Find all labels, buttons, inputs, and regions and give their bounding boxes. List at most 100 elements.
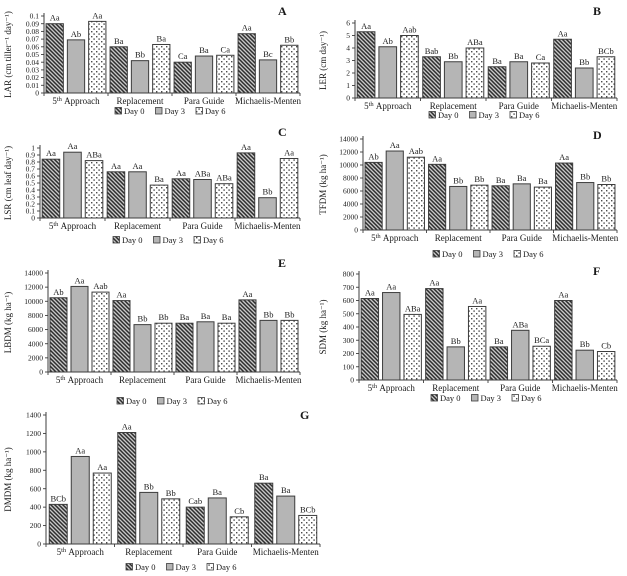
legend-swatch-day0 [125, 563, 133, 571]
y-tick-label: 400 [343, 323, 355, 332]
chart-panel-D: 0 2000 4000 6000 8000 10000 12000 14000 TFDM (kg… [318, 128, 619, 259]
bar-day6-michaelis-menten [597, 184, 616, 231]
y-tick-label: 0.2 [26, 200, 36, 209]
legend-swatch-day6 [195, 107, 203, 115]
y-tick-label: 2000 [28, 353, 43, 362]
significance-letter: Aa [390, 140, 400, 150]
bar-day0-5th-approach [41, 158, 61, 219]
y-axis-title: TFDM (kg ha⁻¹) [318, 154, 328, 214]
legend-swatch-day3 [155, 107, 163, 115]
significance-letter: ABa [512, 319, 528, 329]
bar-day3-michaelis-menten [259, 319, 278, 373]
chart-panel-C: 00.10.20.30.40.50.60.70.80.91 LSR (cm lea… [3, 125, 301, 245]
significance-letter: Ba [222, 312, 232, 322]
significance-letter: Aab [402, 25, 416, 35]
bar-day0-5th-approach [48, 503, 68, 545]
significance-letter: Cb [234, 506, 244, 516]
significance-letter: Aa [429, 278, 439, 288]
y-tick-label: 0.09 [26, 19, 39, 28]
significance-letter: Aa [284, 148, 294, 158]
y-tick-label: 1 [346, 81, 350, 90]
legend-label: Day 6 [203, 235, 224, 245]
significance-letter: Aa [472, 295, 482, 305]
legend-label: Day 3 [479, 110, 500, 120]
y-tick-label: 1200 [26, 429, 41, 438]
panel-letter-F: F [593, 264, 600, 278]
x-category-label: Michaelis-Menten [253, 547, 319, 557]
y-tick-labels: 0 2000 4000 6000 8000 10000 12000 14000 [24, 269, 48, 377]
x-category-label: Michaelis-Menten [235, 221, 301, 231]
significance-letter: Cab [188, 496, 202, 506]
legend-label: Day 3 [483, 249, 504, 259]
bar-day0-para-guide [487, 66, 507, 99]
legend-label: Day 0 [135, 562, 156, 572]
significance-letter: Ba [154, 174, 164, 184]
bar-day6-para-guide [533, 186, 552, 231]
bar-day0-michaelis-menten [553, 38, 572, 99]
y-axis-title: DMDM (kg ha⁻¹) [3, 447, 13, 511]
significance-letter: BCb [50, 493, 66, 503]
legend-swatch-day3 [157, 397, 165, 405]
x-category-label: 5th Approach [52, 96, 100, 106]
legend-label: Day 0 [124, 106, 145, 116]
y-tick-label: 0.5 [26, 179, 36, 188]
legend: Day 0 Day 3 Day 6 [114, 106, 226, 116]
significance-letter: Ba [213, 487, 223, 497]
y-tick-label: 0.01 [26, 81, 39, 90]
y-tick-label: 1400 [26, 411, 41, 420]
bar-day6-replacement [467, 305, 487, 381]
significance-letter: Aa [386, 282, 396, 292]
x-category-label: 5th Approach [364, 101, 412, 111]
x-category-label: Replacement [117, 96, 164, 106]
y-tick-label: 8000 [343, 174, 358, 183]
x-category-label: Replacement [114, 221, 161, 231]
x-category-label: Para Guide [197, 547, 237, 557]
y-tick-labels: 0 2000 4000 6000 8000 10000 12000 14000 [339, 135, 363, 235]
bar-day0-replacement [112, 300, 131, 373]
legend-label: Day 3 [165, 106, 186, 116]
significance-letter: Bb [138, 314, 148, 324]
significance-letter: Ab [368, 151, 378, 161]
bar-day6-5th-approach [403, 313, 422, 381]
x-category-label: 5th Approach [49, 221, 97, 231]
bar-day0-para-guide [185, 506, 205, 545]
bar-day3-para-guide [511, 329, 530, 381]
legend-label: Day 6 [207, 396, 228, 406]
legend-swatch-day6 [197, 397, 205, 405]
panel-letter-G: G [300, 408, 309, 422]
bar-day0-para-guide [491, 185, 510, 231]
legend-label: Day 3 [163, 235, 184, 245]
y-axis-title: LAR (cm tiller⁻¹ day⁻¹) [3, 11, 13, 98]
legend-label: Day 6 [519, 110, 540, 120]
chart-panel-E: 0 2000 4000 6000 8000 10000 12000 14000 LBDM (kg… [3, 256, 302, 406]
significance-letter: Aa [242, 23, 252, 33]
chart-panel-B: 0 1 2 3 4 5 6 LER (cm day⁻¹) Aa Ab Aab 5th Approach… [318, 4, 618, 120]
significance-letter: Bb [601, 174, 611, 184]
significance-letter: Ca [221, 44, 231, 54]
significance-letter: Bb [580, 339, 590, 349]
legend-swatch-day0 [112, 236, 120, 244]
bar-day0-replacement [109, 46, 128, 94]
bar-day6-michaelis-menten [298, 514, 318, 545]
legend-swatch-day3 [473, 250, 481, 258]
y-tick-labels: 0 1 2 3 4 5 6 [346, 19, 355, 103]
significance-letter: Ba [492, 56, 502, 66]
y-tick-label: 12000 [339, 148, 358, 157]
significance-letter: Aa [559, 152, 569, 162]
y-tick-label: 2000 [343, 213, 358, 222]
significance-letter: Aa [97, 462, 107, 472]
significance-letter: Bb [448, 51, 458, 61]
significance-letter: Aa [92, 10, 102, 20]
y-tick-label: 3 [346, 56, 350, 65]
y-tick-label: 0 [37, 540, 41, 549]
bar-day3-michaelis-menten [276, 495, 296, 545]
bar-day6-replacement [154, 322, 173, 373]
significance-letter: Ba [157, 33, 167, 43]
bar-day3-replacement [443, 61, 463, 99]
x-category-label: Para Guide [499, 101, 539, 111]
significance-letter: Bb [579, 57, 589, 67]
bar-day0-para-guide [489, 346, 509, 381]
significance-letter: ABa [216, 173, 232, 183]
legend-swatch-day0 [428, 111, 436, 119]
bar-day3-5th-approach [382, 292, 401, 381]
